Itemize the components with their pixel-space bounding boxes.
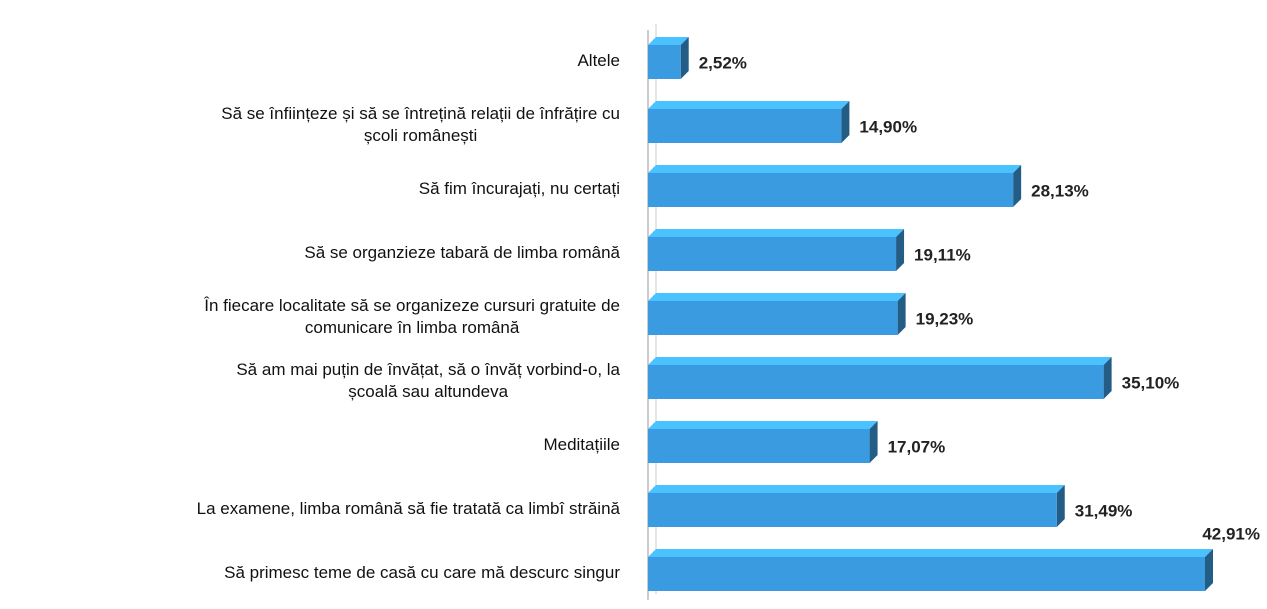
bar-top [648,37,689,45]
value-label: 2,52% [699,53,747,72]
bar-front [648,237,897,271]
category-label: Să am mai puțin de învățat, să o învăț v… [236,360,620,401]
value-label: 31,49% [1075,501,1133,520]
bar-front [648,109,842,143]
bar-side [1056,485,1065,527]
bar-side [1205,549,1213,591]
value-label: 14,90% [859,117,917,136]
bar-side [896,229,905,271]
bar [648,549,1213,591]
value-label: 19,11% [914,245,971,264]
bar-side [841,101,850,143]
category-label: Să primesc teme de casă cu care mă descu… [224,563,620,582]
bar-top [648,101,850,109]
bar [648,421,878,463]
bar-top [648,165,1022,173]
bar [648,293,906,335]
bar-side [1013,165,1022,207]
bar-front [648,557,1205,591]
value-label: 42,91% [1202,524,1260,543]
bar-top [648,485,1065,493]
bar-side [897,293,906,335]
bar [648,357,1112,399]
bar [648,37,689,79]
bar-side [1103,357,1112,399]
bar-front [648,173,1014,207]
category-label: În fiecare localitate să se organizeze c… [203,296,620,337]
category-label: La examene, limba română să fie tratată … [197,499,621,518]
value-label: 35,10% [1122,373,1180,392]
category-label: Să fim încurajați, nu certați [419,179,620,198]
bar [648,229,905,271]
bar-front [648,493,1057,527]
category-label: Altele [577,51,620,70]
category-label: Meditațiile [543,435,620,454]
bar-front [648,365,1104,399]
bar-top [648,421,878,429]
bar-front [648,301,898,335]
value-label: 28,13% [1031,181,1089,200]
bar-side [869,421,878,463]
bar-top [648,293,906,301]
bar [648,165,1022,207]
value-label: 19,23% [916,309,974,328]
bar-front [648,45,681,79]
category-label: Să se organzieze tabară de limba română [304,243,620,262]
bar-top [648,229,905,237]
category-label: Să se înființeze și să se întrețină rela… [221,104,620,145]
value-label: 17,07% [888,437,946,456]
bar-top [648,549,1213,557]
bar-side [680,37,689,79]
bar [648,101,850,143]
bar-top [648,357,1112,365]
bar-front [648,429,870,463]
bar [648,485,1065,527]
